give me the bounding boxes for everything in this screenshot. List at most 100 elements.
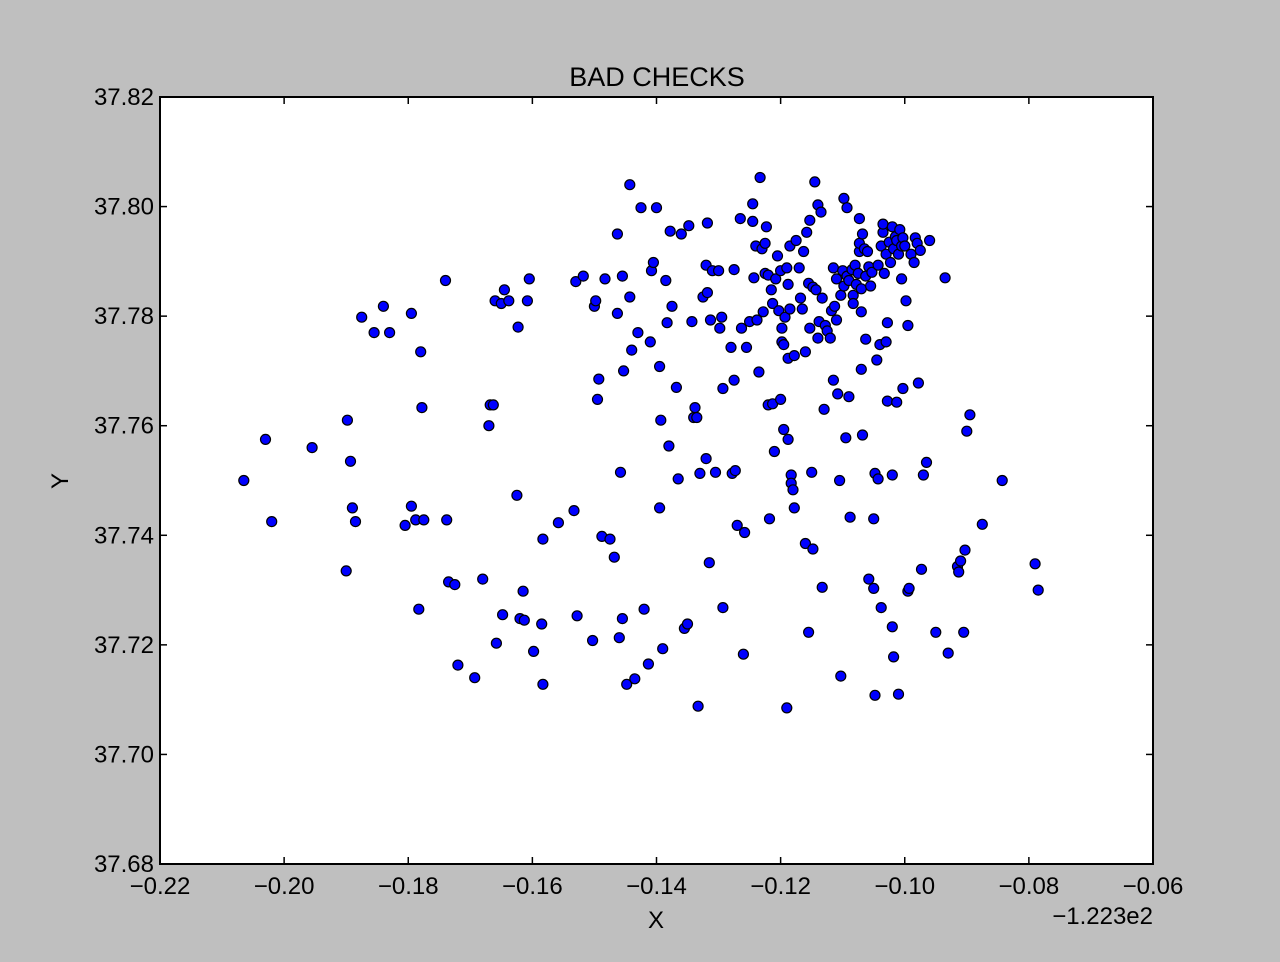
- scatter-point: [356, 311, 368, 323]
- scatter-point: [537, 678, 549, 690]
- scatter-point: [788, 502, 800, 514]
- y-tick-label: 37.68: [94, 851, 154, 878]
- scatter-point: [763, 513, 776, 525]
- scatter-point: [1032, 584, 1044, 596]
- y-tick-label: 37.78: [94, 303, 154, 330]
- y-tick-label: 37.82: [94, 84, 154, 111]
- scatter-point: [908, 256, 920, 269]
- scatter-point: [632, 327, 644, 339]
- scatter-point: [663, 440, 675, 452]
- scatter-point: [801, 226, 813, 238]
- scatter-point: [797, 245, 810, 258]
- scatter-point: [689, 402, 701, 414]
- scatter-point: [728, 264, 740, 276]
- scatter-point: [835, 670, 847, 682]
- scatter-point: [503, 295, 515, 307]
- scatter-point: [871, 354, 883, 366]
- scatter-point: [856, 429, 869, 441]
- scatter-point: [886, 621, 898, 633]
- scatter-point: [683, 220, 695, 232]
- scatter-point: [855, 283, 867, 295]
- scatter-point: [747, 198, 759, 210]
- scatter-point: [344, 455, 357, 467]
- scatter-point: [415, 346, 427, 358]
- scatter-point: [747, 215, 759, 227]
- scatter-point: [712, 265, 725, 277]
- scatter-point: [626, 344, 638, 356]
- x-tick-label: −0.18: [378, 873, 439, 900]
- scatter-point: [770, 273, 782, 285]
- scatter-point: [759, 237, 771, 249]
- scatter-point: [660, 274, 672, 287]
- scatter-point: [853, 213, 866, 225]
- scatter-point: [958, 626, 970, 638]
- scatter-point: [497, 609, 509, 621]
- scatter-point: [816, 581, 828, 593]
- x-tick-label: −0.06: [1123, 873, 1184, 900]
- scatter-point: [872, 259, 884, 271]
- scatter-point: [729, 465, 741, 477]
- scatter-point: [306, 442, 318, 454]
- scatter-point: [809, 176, 821, 188]
- scatter-point: [717, 382, 729, 395]
- scatter-point: [672, 473, 684, 485]
- scatter-point: [735, 322, 748, 334]
- y-tick-label: 37.76: [94, 413, 154, 440]
- scatter-point: [599, 273, 611, 285]
- scatter-point: [895, 273, 908, 285]
- scatter-point: [608, 551, 620, 563]
- x-tick-label: −0.12: [750, 873, 811, 900]
- plot-frame: [159, 96, 1154, 865]
- scatter-point: [843, 391, 855, 403]
- scatter-point: [869, 689, 881, 701]
- scatter-point: [768, 445, 781, 458]
- scatter-point: [1029, 558, 1041, 570]
- scatter-point: [568, 505, 580, 517]
- scatter-point: [816, 292, 828, 304]
- scatter-point: [691, 411, 703, 424]
- scatter-point: [570, 276, 582, 288]
- scatter-point: [914, 244, 926, 256]
- scatter-point: [881, 317, 894, 329]
- scatter-point: [833, 474, 846, 487]
- scatter-point: [616, 270, 629, 282]
- scatter-point: [794, 292, 807, 304]
- scatter-point: [804, 322, 816, 334]
- scatter-point: [536, 618, 548, 630]
- scatter-point: [694, 467, 706, 479]
- scatter-point: [748, 272, 760, 284]
- scatter-point: [878, 267, 890, 279]
- scatter-point: [868, 513, 880, 525]
- scatter-point: [920, 456, 933, 468]
- scatter-point: [796, 303, 808, 315]
- scatter-point: [469, 672, 481, 684]
- scatter-point: [734, 213, 746, 225]
- scatter-point: [818, 403, 830, 415]
- scatter-point: [586, 634, 599, 647]
- scatter-point: [868, 582, 880, 595]
- scatter-point: [692, 700, 704, 712]
- scatter-point: [864, 280, 877, 292]
- scatter-point: [613, 632, 625, 644]
- ticks-layer: −0.22 −0.20 −0.18 −0.16 −0.14 −0.12 −0.10 −0.08…: [94, 84, 1183, 900]
- scatter-point: [517, 585, 529, 597]
- scatter-point: [754, 171, 766, 184]
- scatter-point: [629, 673, 641, 685]
- scatter-point: [930, 626, 942, 638]
- scatter-point: [824, 332, 836, 344]
- scatter-point: [781, 262, 793, 274]
- scatter-point: [346, 502, 358, 514]
- scatter-point: [766, 297, 779, 310]
- scatter-point: [788, 350, 800, 362]
- scatter-point: [841, 202, 853, 214]
- scatter-point: [670, 381, 683, 393]
- scatter-point: [856, 228, 869, 240]
- scatter-point: [855, 363, 867, 375]
- scatter-point: [537, 533, 549, 545]
- scatter-point: [887, 651, 900, 663]
- scatter-point: [827, 374, 840, 386]
- scatter-point: [765, 284, 777, 296]
- scatter-point: [511, 489, 523, 501]
- scatter-point: [655, 414, 667, 426]
- scatter-point: [377, 300, 389, 312]
